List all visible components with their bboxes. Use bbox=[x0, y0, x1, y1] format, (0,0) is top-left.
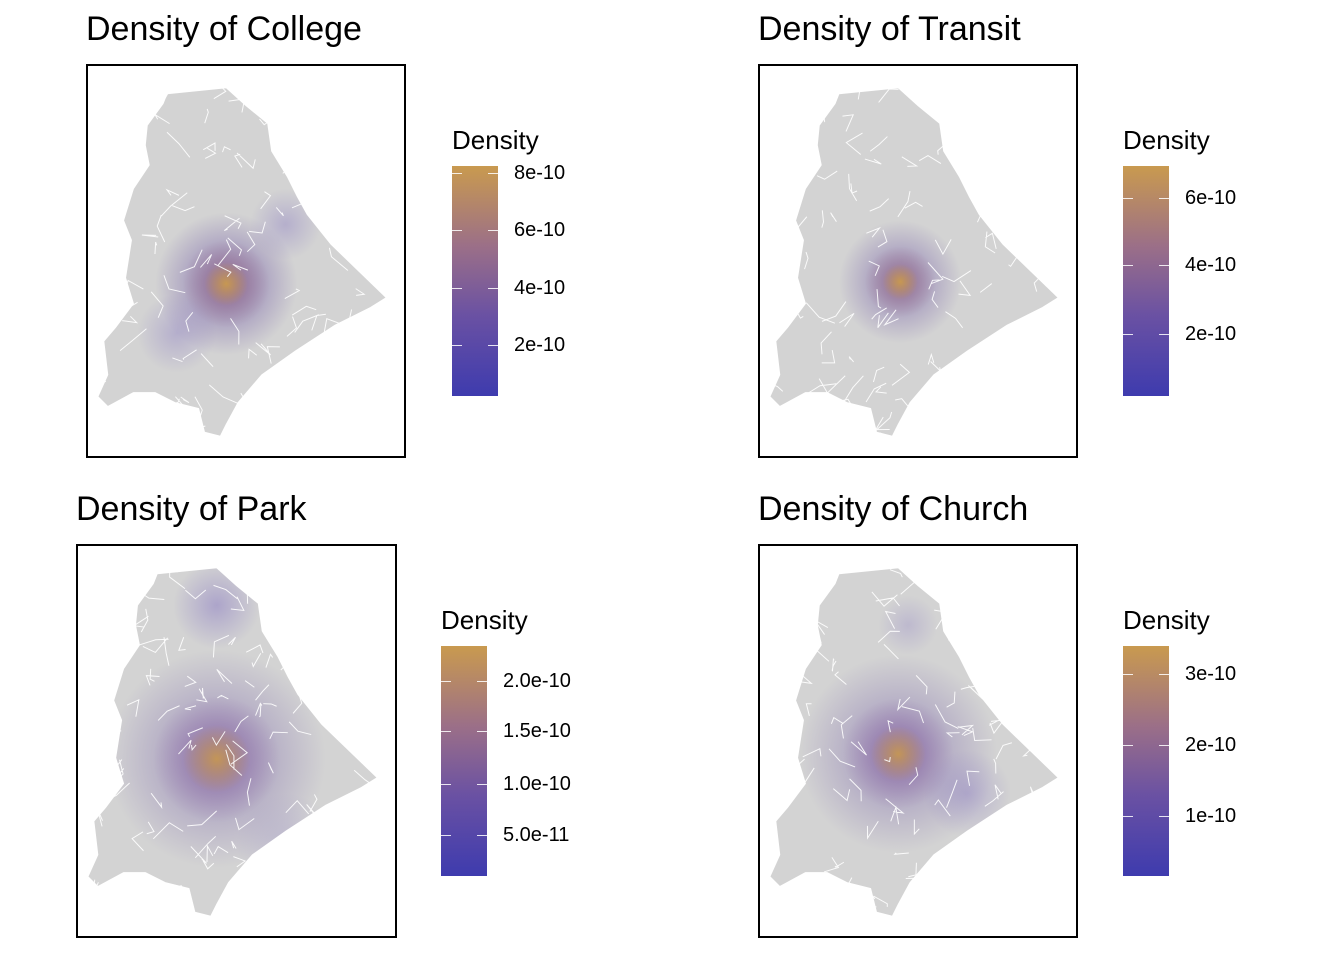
legend-tick bbox=[477, 680, 487, 682]
panel-title: Density of Park bbox=[76, 490, 307, 528]
legend-tick bbox=[488, 230, 498, 232]
map-transit bbox=[758, 64, 1078, 458]
legend-tick-label: 4e-10 bbox=[514, 276, 566, 299]
legend-tick bbox=[488, 172, 498, 174]
legend-tick bbox=[1123, 673, 1133, 675]
legend-tick bbox=[441, 680, 451, 682]
legend-tick bbox=[488, 287, 498, 289]
legend-title: Density bbox=[452, 125, 539, 155]
legend-tick-label: 4e-10 bbox=[1185, 253, 1237, 276]
legend-title: Density bbox=[441, 605, 528, 635]
map-park bbox=[76, 544, 397, 938]
legend-tick-label: 2.0e-10 bbox=[503, 669, 571, 692]
legend-colorbar bbox=[452, 166, 498, 396]
county-outline bbox=[769, 87, 1060, 437]
legend-tick bbox=[1159, 333, 1169, 335]
legend-tick bbox=[1123, 744, 1133, 746]
legend-tick bbox=[1159, 673, 1169, 675]
legend-tick-label: 5.0e-11 bbox=[503, 823, 570, 846]
legend-title: Density bbox=[1123, 125, 1210, 155]
density-hotspot bbox=[878, 595, 938, 655]
legend-tick-label: 2e-10 bbox=[514, 334, 566, 357]
legend-tick bbox=[452, 345, 462, 347]
legend-tick-label: 2e-10 bbox=[1185, 733, 1237, 756]
legend-tick-label: 1.5e-10 bbox=[503, 720, 571, 743]
density-hotspot bbox=[173, 567, 261, 649]
legend-tick-label: 1.0e-10 bbox=[503, 773, 571, 795]
density-hotspot bbox=[923, 749, 1011, 838]
legend-tick bbox=[1123, 333, 1133, 335]
panel-title: Density of College bbox=[86, 10, 362, 48]
legend-tick bbox=[1159, 744, 1169, 746]
legend-colorbar bbox=[1123, 646, 1169, 876]
legend-tick bbox=[1159, 198, 1169, 200]
density-hotspot bbox=[249, 188, 322, 261]
legend-tick bbox=[488, 345, 498, 347]
map-svg bbox=[97, 87, 388, 437]
legend-tick bbox=[1123, 264, 1133, 266]
legend-tick-label: 2e-10 bbox=[1185, 322, 1237, 345]
density-hotspot bbox=[870, 726, 926, 782]
legend-tick-label: 3e-10 bbox=[1185, 662, 1237, 685]
legend-tick bbox=[452, 230, 462, 232]
map-svg bbox=[87, 567, 378, 917]
legend-tick bbox=[477, 834, 487, 836]
map-svg bbox=[769, 567, 1060, 917]
legend-tick bbox=[1159, 264, 1169, 266]
legend-tick-label: 6e-10 bbox=[514, 219, 566, 242]
legend-colorbar bbox=[1123, 166, 1169, 396]
legend-tick-label: 8e-10 bbox=[514, 161, 566, 184]
legend-tick bbox=[441, 731, 451, 733]
legend-tick bbox=[477, 784, 487, 785]
density-hotspot bbox=[183, 725, 251, 793]
legend-tick bbox=[1159, 816, 1169, 818]
legend-tick bbox=[477, 731, 487, 733]
map-church bbox=[758, 544, 1078, 938]
density-hotspot bbox=[882, 263, 918, 300]
legend-tick-label: 1e-10 bbox=[1185, 805, 1237, 828]
legend-colorbar bbox=[441, 646, 487, 876]
legend-tick bbox=[452, 172, 462, 174]
county-outline bbox=[769, 567, 1060, 917]
legend-tick bbox=[441, 834, 451, 836]
density-hotspot bbox=[137, 293, 217, 373]
county-outline bbox=[97, 87, 388, 437]
legend-tick bbox=[1123, 816, 1133, 818]
legend-tick-label: 6e-10 bbox=[1185, 187, 1237, 210]
county-outline bbox=[87, 567, 378, 917]
legend-tick bbox=[441, 784, 451, 785]
panel-title: Density of Transit bbox=[758, 10, 1021, 48]
legend-tick bbox=[452, 287, 462, 289]
map-svg bbox=[769, 87, 1060, 437]
map-college bbox=[86, 64, 406, 458]
panel-title: Density of Church bbox=[758, 490, 1029, 528]
density-hotspot bbox=[204, 261, 248, 306]
legend-title: Density bbox=[1123, 605, 1210, 635]
legend-tick bbox=[1123, 198, 1133, 200]
